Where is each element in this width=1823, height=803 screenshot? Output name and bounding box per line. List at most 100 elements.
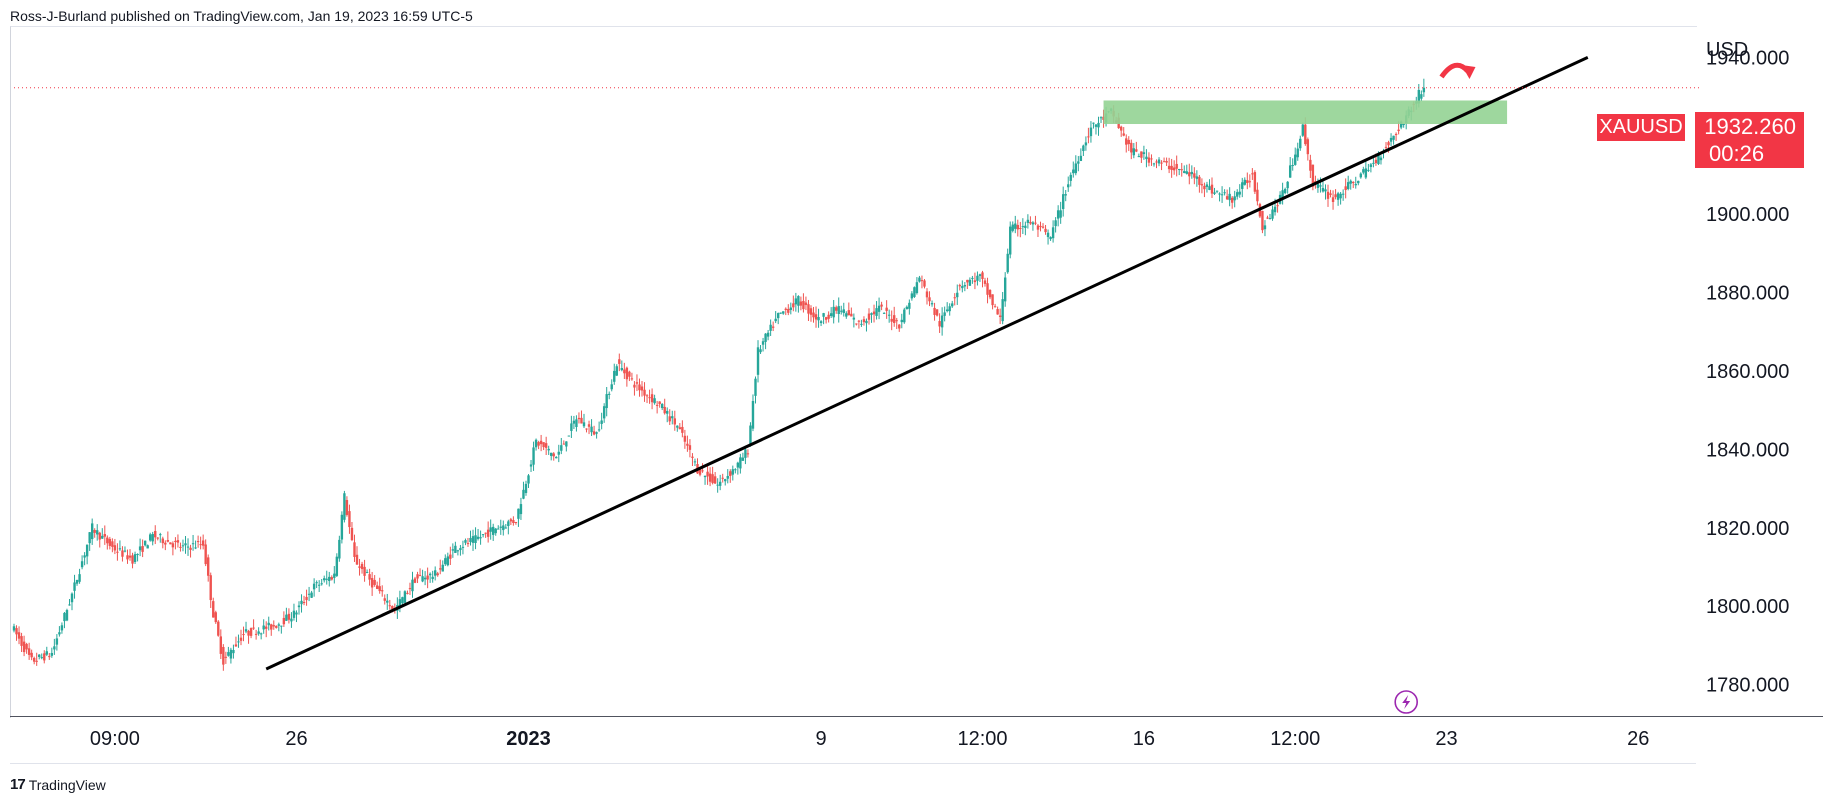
- candle-body: [118, 548, 122, 550]
- candle-body: [1160, 162, 1163, 164]
- candle-body: [212, 601, 215, 618]
- candle-body: [1009, 226, 1012, 255]
- candle-body: [1178, 169, 1181, 171]
- candle-body: [845, 313, 848, 317]
- candle-body: [648, 397, 651, 399]
- candle-body: [237, 641, 240, 643]
- x-axis[interactable]: 09:00 26 2023 9 12:00 16 12:00 23 26: [90, 728, 1650, 750]
- candle-body: [1120, 126, 1123, 131]
- candle-body: [976, 275, 979, 281]
- candle-body: [449, 554, 452, 559]
- candle-body: [1321, 187, 1325, 192]
- chart-pane[interactable]: [10, 26, 1697, 718]
- overlays-layer: [14, 56, 1700, 714]
- candle-body: [797, 296, 800, 306]
- candle-body: [1339, 193, 1342, 199]
- candle-body: [580, 417, 583, 424]
- footer-brand[interactable]: 17 TradingView: [10, 776, 106, 793]
- candle-body: [340, 514, 344, 540]
- candle-body: [663, 406, 666, 414]
- resistance-zone: [1103, 100, 1508, 125]
- candle-body: [698, 469, 702, 475]
- candle-body: [486, 529, 490, 537]
- x-axis-border: [10, 716, 1823, 717]
- candle-body: [196, 541, 200, 543]
- candle-body: [756, 347, 760, 375]
- candle-body: [27, 648, 31, 655]
- candle-body: [219, 636, 223, 654]
- candle-body: [1324, 189, 1327, 192]
- price-badge: 1932.260 00:26: [1695, 112, 1804, 168]
- candle-body: [782, 311, 785, 314]
- candle-body: [840, 310, 843, 312]
- candle-body: [547, 448, 550, 451]
- candle-body: [746, 453, 750, 455]
- candle-body: [1082, 145, 1085, 152]
- candle-body: [1125, 138, 1128, 145]
- candle-body: [787, 308, 790, 313]
- candle-body: [229, 649, 233, 659]
- candle-body: [855, 323, 858, 325]
- candle-body: [48, 656, 51, 658]
- candle-body: [721, 477, 724, 479]
- candle-body: [908, 302, 911, 309]
- bar-countdown: 00:26: [1709, 141, 1765, 166]
- candle-body: [252, 627, 255, 629]
- candle-body: [1304, 124, 1307, 145]
- candle-body: [141, 546, 144, 552]
- candle-body: [244, 629, 248, 632]
- x-tick-label: 2023: [506, 728, 551, 750]
- candle-body: [1359, 173, 1363, 178]
- x-tick-label: 23: [1435, 728, 1457, 750]
- candle-body: [1132, 148, 1136, 156]
- candle-body: [497, 528, 500, 530]
- candle-body: [1130, 142, 1133, 153]
- candle-body: [550, 452, 553, 456]
- y-tick-label: 1840.000: [1706, 439, 1789, 461]
- x-tick-label: 09:00: [90, 728, 140, 750]
- candle-body: [22, 641, 26, 653]
- candle-body: [398, 599, 402, 607]
- candle-body: [411, 579, 414, 592]
- candle-body: [121, 550, 124, 557]
- candle-body: [1140, 151, 1143, 158]
- candle-body: [1319, 185, 1322, 187]
- candle-body: [176, 540, 180, 543]
- candle-body: [802, 300, 805, 310]
- candle-body: [1193, 173, 1196, 178]
- candle-body: [784, 308, 787, 310]
- candle-body: [633, 384, 636, 388]
- candle-body: [1069, 174, 1072, 181]
- arrow-head-icon: [1461, 64, 1476, 79]
- candle-body: [491, 526, 495, 535]
- candle-body: [1334, 194, 1337, 198]
- candle-body: [431, 576, 434, 580]
- candle-body: [416, 574, 419, 579]
- candle-body: [433, 570, 437, 576]
- candle-body: [1067, 184, 1070, 188]
- candle-body: [179, 546, 182, 548]
- candle-body: [338, 539, 341, 559]
- candle-body: [1097, 122, 1100, 128]
- candle-body: [451, 549, 455, 551]
- y-tick-label: 1820.000: [1706, 518, 1789, 540]
- candle-body: [96, 530, 99, 535]
- x-tick-label: 26: [1627, 728, 1649, 750]
- candle-body: [1220, 194, 1224, 196]
- candle-body: [905, 306, 909, 310]
- candle-body: [920, 280, 924, 282]
- candle-body: [1271, 209, 1274, 219]
- candle-body: [151, 534, 154, 542]
- candle-body: [70, 593, 74, 603]
- candle-body: [1016, 224, 1019, 230]
- candle-body: [1039, 225, 1042, 227]
- candle-body: [454, 545, 457, 553]
- candle-body: [164, 542, 167, 545]
- candle-body: [126, 555, 129, 560]
- candle-body: [766, 332, 770, 337]
- candle-body: [1056, 210, 1060, 219]
- candle-body: [381, 590, 384, 592]
- candle-body: [595, 432, 598, 434]
- candle-body: [184, 543, 187, 546]
